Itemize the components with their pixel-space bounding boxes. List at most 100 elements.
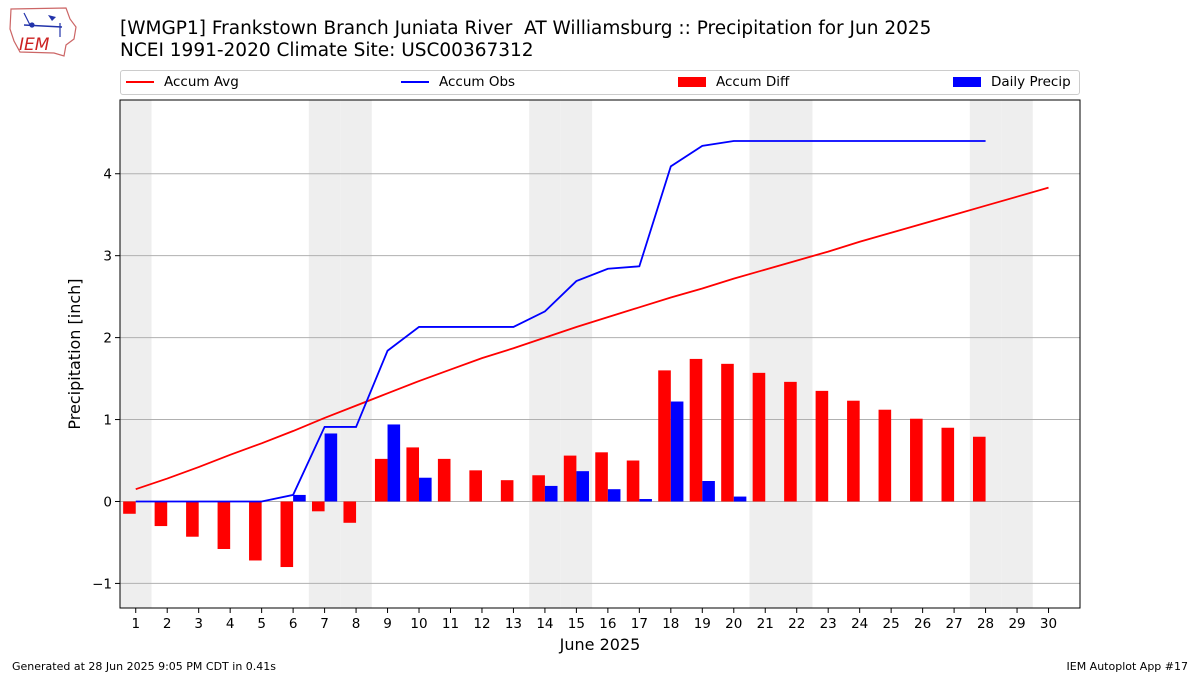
y-tick-label: 4 [103, 167, 112, 183]
accum-obs-line [135, 140, 986, 503]
daily-precip-bar [670, 401, 684, 502]
accum-diff-bar [563, 455, 577, 502]
weekend-shade-14 [529, 100, 561, 608]
accum-diff-bar [658, 370, 671, 502]
legend-label-accum-avg: Accum Avg [164, 74, 239, 90]
legend-item-accum-diff: Accum Diff [678, 74, 789, 91]
x-tick-label: 3 [194, 616, 203, 632]
accum-diff-bar [972, 436, 986, 502]
daily-precip-bar [544, 485, 558, 502]
accum-diff-bar [847, 400, 860, 502]
logo-text: IEM [19, 35, 50, 55]
legend-item-accum-obs: Accum Obs [401, 74, 515, 91]
accum-diff-bar [123, 501, 136, 514]
x-tick-label: 30 [1040, 616, 1057, 632]
daily-precip-bar [419, 477, 432, 502]
daily-precip-bar [733, 496, 747, 502]
plot-frame [119, 99, 1081, 609]
x-tick-label: 22 [788, 616, 805, 632]
accum-diff-bar [437, 458, 451, 502]
x-tick-label: 10 [410, 616, 427, 632]
y-tick-label: 3 [103, 249, 112, 265]
daily-precip-bar [576, 471, 589, 502]
weekend-shade-28 [969, 100, 1002, 608]
x-tick-label: 8 [352, 616, 361, 632]
accum-diff-bar [532, 475, 545, 502]
x-tick-label: 12 [473, 616, 490, 632]
x-tick-label: 18 [662, 616, 679, 632]
x-tick-label: 4 [226, 616, 235, 632]
chart-subtitle: NCEI 1991-2020 Climate Site: USC00367312 [120, 40, 534, 61]
footer-app: IEM Autoplot App #17 [1066, 660, 1189, 673]
x-tick-label: 7 [320, 616, 329, 632]
legend-label-accum-diff: Accum Diff [716, 74, 790, 90]
x-tick-label: 14 [536, 616, 553, 632]
legend-swatch-accum-avg [126, 81, 154, 83]
x-tick-label: 19 [694, 616, 711, 632]
x-tick-label: 13 [505, 616, 522, 632]
legend-swatch-accum-diff [678, 77, 706, 87]
x-tick-label: 9 [383, 616, 392, 632]
accum-diff-bar [312, 501, 325, 512]
weekend-shade-7 [308, 100, 341, 608]
accum-diff-bar [249, 501, 262, 561]
x-tick-label: 11 [442, 616, 459, 632]
legend-item-accum-avg: Accum Avg [126, 74, 239, 91]
accum-avg-line [135, 186, 1049, 491]
footer-generated: Generated at 28 Jun 2025 9:05 PM CDT in … [12, 660, 277, 673]
x-tick-label: 16 [599, 616, 616, 632]
weekend-shade-1 [120, 100, 152, 608]
x-tick-label: 15 [568, 616, 585, 632]
weekend-shade-15 [560, 100, 593, 608]
legend-label-daily-precip: Daily Precip [991, 74, 1071, 90]
x-tick-label: 5 [257, 616, 266, 632]
y-axis-label: Precipitation [inch] [65, 278, 84, 429]
x-tick-label: 21 [757, 616, 774, 632]
x-tick-label: 2 [163, 616, 172, 632]
accum-diff-bar [815, 390, 829, 502]
gridline-layer [120, 173, 1080, 584]
daily-precip-bar [324, 433, 338, 502]
line-layer [135, 140, 1049, 503]
weekend-shade-21 [749, 100, 781, 608]
accum-diff-bar [217, 501, 231, 550]
legend-label-accum-obs: Accum Obs [439, 74, 516, 90]
legend-item-daily-precip: Daily Precip [953, 74, 1071, 91]
x-tick-label: 20 [725, 616, 742, 632]
x-axis-label: June 2025 [559, 635, 641, 654]
daily-precip-bar [293, 494, 306, 502]
weekend-shading-layer [120, 100, 1033, 608]
accum-diff-bar [154, 501, 168, 527]
bar-layer [123, 358, 986, 568]
accum-diff-bar [500, 480, 514, 502]
legend-swatch-accum-obs [401, 81, 429, 83]
accum-diff-bar [469, 470, 482, 502]
accum-diff-bar [910, 418, 923, 502]
weekend-shade-8 [340, 100, 372, 608]
chart-legend: Accum Avg Accum Obs Accum Diff Daily Pre… [120, 70, 1080, 95]
y-tick-label: 0 [103, 494, 112, 510]
x-tick-label: 17 [631, 616, 648, 632]
accum-diff-bar [406, 447, 420, 502]
weekend-shade-29 [1001, 100, 1033, 608]
accum-diff-bar [280, 501, 294, 568]
daily-precip-bar [387, 424, 401, 502]
accum-diff-bar [721, 363, 734, 502]
y-tick-label: 2 [103, 331, 112, 347]
daily-precip-bar [702, 481, 715, 502]
accum-diff-bar [752, 372, 766, 502]
accum-diff-bar [784, 381, 797, 502]
y-tick-label: −1 [92, 576, 112, 592]
accum-diff-bar [186, 501, 199, 537]
accum-diff-bar [878, 409, 892, 502]
x-tick-label: 24 [851, 616, 868, 632]
accum-diff-bar [595, 452, 608, 502]
legend-swatch-daily-precip [953, 77, 981, 87]
x-tick-label: 25 [883, 616, 900, 632]
accum-diff-bar [626, 460, 640, 502]
x-tick-label: 26 [914, 616, 931, 632]
x-tick-label: 27 [946, 616, 963, 632]
x-tick-label: 29 [1008, 616, 1025, 632]
